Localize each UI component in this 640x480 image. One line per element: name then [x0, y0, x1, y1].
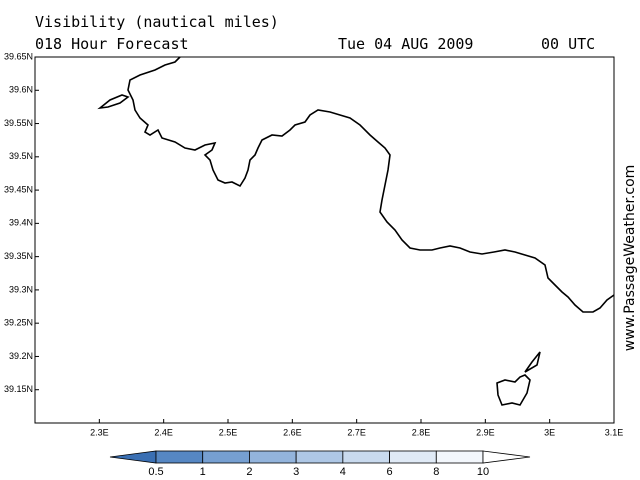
island-west [97, 94, 130, 110]
colorbar-segment [435, 450, 484, 464]
colorbar-label: 6 [387, 466, 393, 478]
colorbar-label: 3 [293, 466, 299, 478]
y-tick-label: 39.45N [4, 184, 33, 194]
x-tick-label: 2.4E [154, 427, 173, 437]
colorbar-label: 4 [340, 466, 346, 478]
date: Tue 04 AUG 2009 [338, 35, 473, 53]
y-tick-label: 39.3N [9, 284, 33, 294]
x-tick-label: 2.6E [283, 427, 302, 437]
y-tick-label: 39.2N [9, 351, 33, 361]
y-tick-label: 39.5N [9, 151, 33, 161]
y-tick-label: 39.35N [4, 251, 33, 261]
forecast: 018 Hour Forecast [35, 35, 189, 53]
coast-main [127, 56, 615, 313]
watermark: www.PassageWeather.com [622, 165, 638, 352]
y-tick-label: 39.25N [4, 318, 33, 328]
colorbar-segment [202, 450, 250, 464]
y-tick-label: 39.15N [4, 384, 33, 394]
colorbar-segment [249, 450, 297, 464]
colorbar-segment [295, 450, 344, 464]
colorbar-segment [342, 450, 390, 464]
colorbar-label: 1 [200, 466, 206, 478]
time: 00 UTC [541, 35, 595, 53]
title: Visibility (nautical miles) [35, 13, 279, 31]
x-tick-label: 3.1E [605, 427, 624, 437]
colorbar-low [109, 450, 157, 464]
x-tick-label: 3E [544, 427, 555, 437]
colorbar-label: 8 [433, 466, 439, 478]
colorbar-segment [155, 450, 204, 464]
x-tick-label: 2.8E [412, 427, 431, 437]
x-tick-label: 2.5E [219, 427, 238, 437]
colorbar-segment [389, 450, 437, 464]
colorbar-high [482, 450, 531, 464]
island-south [496, 374, 531, 406]
x-tick-label: 2.7E [347, 427, 366, 437]
colorbar-label: 0.5 [148, 466, 163, 478]
y-tick-label: 39.55N [4, 118, 33, 128]
colorbar-label: 2 [246, 466, 252, 478]
y-tick-label: 39.6N [9, 85, 33, 95]
coastline [97, 56, 615, 406]
y-tick-label: 39.65N [4, 51, 33, 61]
map-frame [34, 56, 615, 424]
island-south-small [524, 351, 541, 373]
x-tick-label: 2.9E [476, 427, 495, 437]
colorbar-label: 10 [477, 466, 489, 478]
y-tick-label: 39.4N [9, 218, 33, 228]
x-tick-label: 2.3E [90, 427, 109, 437]
